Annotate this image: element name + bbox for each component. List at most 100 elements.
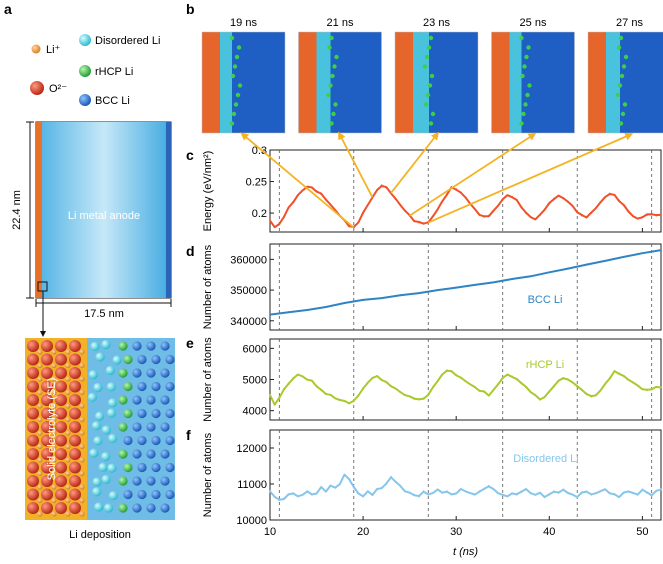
legend-marker-disordered-li: [79, 34, 91, 46]
data-point: [636, 493, 639, 496]
data-point: [269, 313, 271, 316]
snapshot-se-region: [588, 32, 606, 133]
data-point: [515, 493, 518, 496]
data-point: [418, 292, 420, 295]
li-ion-atom: [79, 457, 85, 463]
y-tick-label: 360000: [230, 254, 267, 266]
disordered-li-atom: [101, 425, 111, 435]
data-point: [329, 203, 332, 206]
data-point: [343, 302, 346, 304]
data-point: [567, 267, 569, 270]
snapshot-se-region: [202, 32, 220, 133]
data-point: [292, 492, 295, 494]
data-point: [418, 495, 420, 498]
li-ion-atom: [51, 470, 57, 477]
li-ion-atom: [65, 457, 71, 463]
oxygen-atom: [55, 434, 67, 447]
data-point: [492, 210, 495, 213]
data-point: [306, 490, 309, 493]
disordered-li-atom: [93, 436, 103, 446]
snapshot-time-label: 19 ns: [230, 17, 257, 29]
data-point: [473, 493, 476, 496]
y-tick-label: 340000: [230, 316, 267, 328]
data-point: [357, 394, 360, 396]
data-point: [534, 218, 537, 221]
snapshot-disordered-region: [316, 32, 331, 133]
oxygen-atom: [69, 502, 81, 514]
data-point: [278, 223, 281, 226]
plot-frame: [269, 429, 662, 521]
li-ion-atom: [65, 389, 71, 396]
y-tick-label: 0.3: [252, 145, 267, 157]
rhcp-li-atom: [118, 341, 128, 351]
snapshot-rhcp-atom: [429, 73, 435, 79]
panel-letter-c: c: [186, 147, 194, 163]
data-point: [497, 492, 499, 494]
oxygen-atom: [41, 380, 53, 393]
data-point: [376, 189, 378, 192]
rhcp-li-atom: [118, 449, 128, 459]
data-point: [310, 493, 313, 496]
data-point: [660, 213, 662, 216]
legend-label-li-ion: Li⁺: [46, 44, 61, 56]
disordered-li-atom: [94, 411, 105, 421]
data-point: [585, 215, 588, 218]
oxygen-atom: [55, 407, 67, 420]
disordered-li-atom: [101, 451, 111, 462]
oxygen-atom: [55, 448, 67, 460]
plot-frame: [269, 149, 662, 233]
data-point: [594, 492, 597, 494]
data-point: [348, 224, 351, 227]
data-point: [380, 184, 383, 187]
bcc-li-atom: [137, 489, 147, 500]
li-ion-atom: [51, 484, 57, 490]
bcc-li-atom: [132, 368, 142, 378]
oxygen-atom: [55, 367, 67, 379]
data-point: [445, 193, 448, 196]
oxygen-atom: [27, 434, 39, 447]
data-point: [343, 474, 346, 476]
snapshot-rhcp-atom: [233, 102, 239, 107]
bcc-li-atom: [160, 476, 170, 486]
data-point: [376, 375, 378, 378]
snapshot-rhcp-atom: [521, 111, 526, 117]
data-point: [297, 194, 299, 197]
data-point: [329, 484, 332, 487]
snapshot-rhcp-atom: [329, 35, 334, 41]
plot-frame: [269, 338, 662, 421]
snapshot-rhcp-atom: [524, 54, 529, 60]
data-point: [473, 386, 476, 389]
data-point: [348, 477, 351, 480]
oxygen-atom: [69, 448, 81, 460]
oxygen-atom: [69, 475, 81, 487]
chart-panel-c: 0.2 0.25 0.3 Energy (eV/nm²): [202, 145, 662, 233]
data-point: [432, 386, 434, 389]
bcc-li-atom: [151, 462, 161, 473]
data-point: [338, 483, 341, 485]
data-point: [613, 493, 616, 496]
data-point: [441, 373, 444, 376]
data-point: [511, 278, 513, 280]
legend-marker-li-ion: [31, 44, 41, 54]
data-point: [427, 394, 430, 396]
data-point: [557, 195, 560, 197]
data-point: [450, 370, 453, 373]
data-point: [487, 394, 490, 396]
data-point: [529, 275, 532, 278]
anode-label: Li metal anode: [68, 210, 140, 222]
data-point: [571, 381, 574, 384]
data-point: [436, 380, 439, 382]
snapshot-rhcp-atom: [229, 35, 235, 41]
oxygen-atom: [69, 340, 81, 352]
data-point: [506, 373, 509, 376]
li-ion-atom: [65, 443, 71, 450]
data-point: [539, 398, 541, 401]
snapshot-rhcp-atom: [229, 121, 235, 126]
disordered-li-atom: [101, 474, 111, 484]
data-point: [483, 391, 486, 393]
data-point: [525, 212, 527, 214]
snapshot-rhcp-atom: [525, 92, 530, 98]
data-point: [585, 490, 588, 493]
data-point: [352, 486, 355, 489]
data-point: [301, 493, 304, 496]
